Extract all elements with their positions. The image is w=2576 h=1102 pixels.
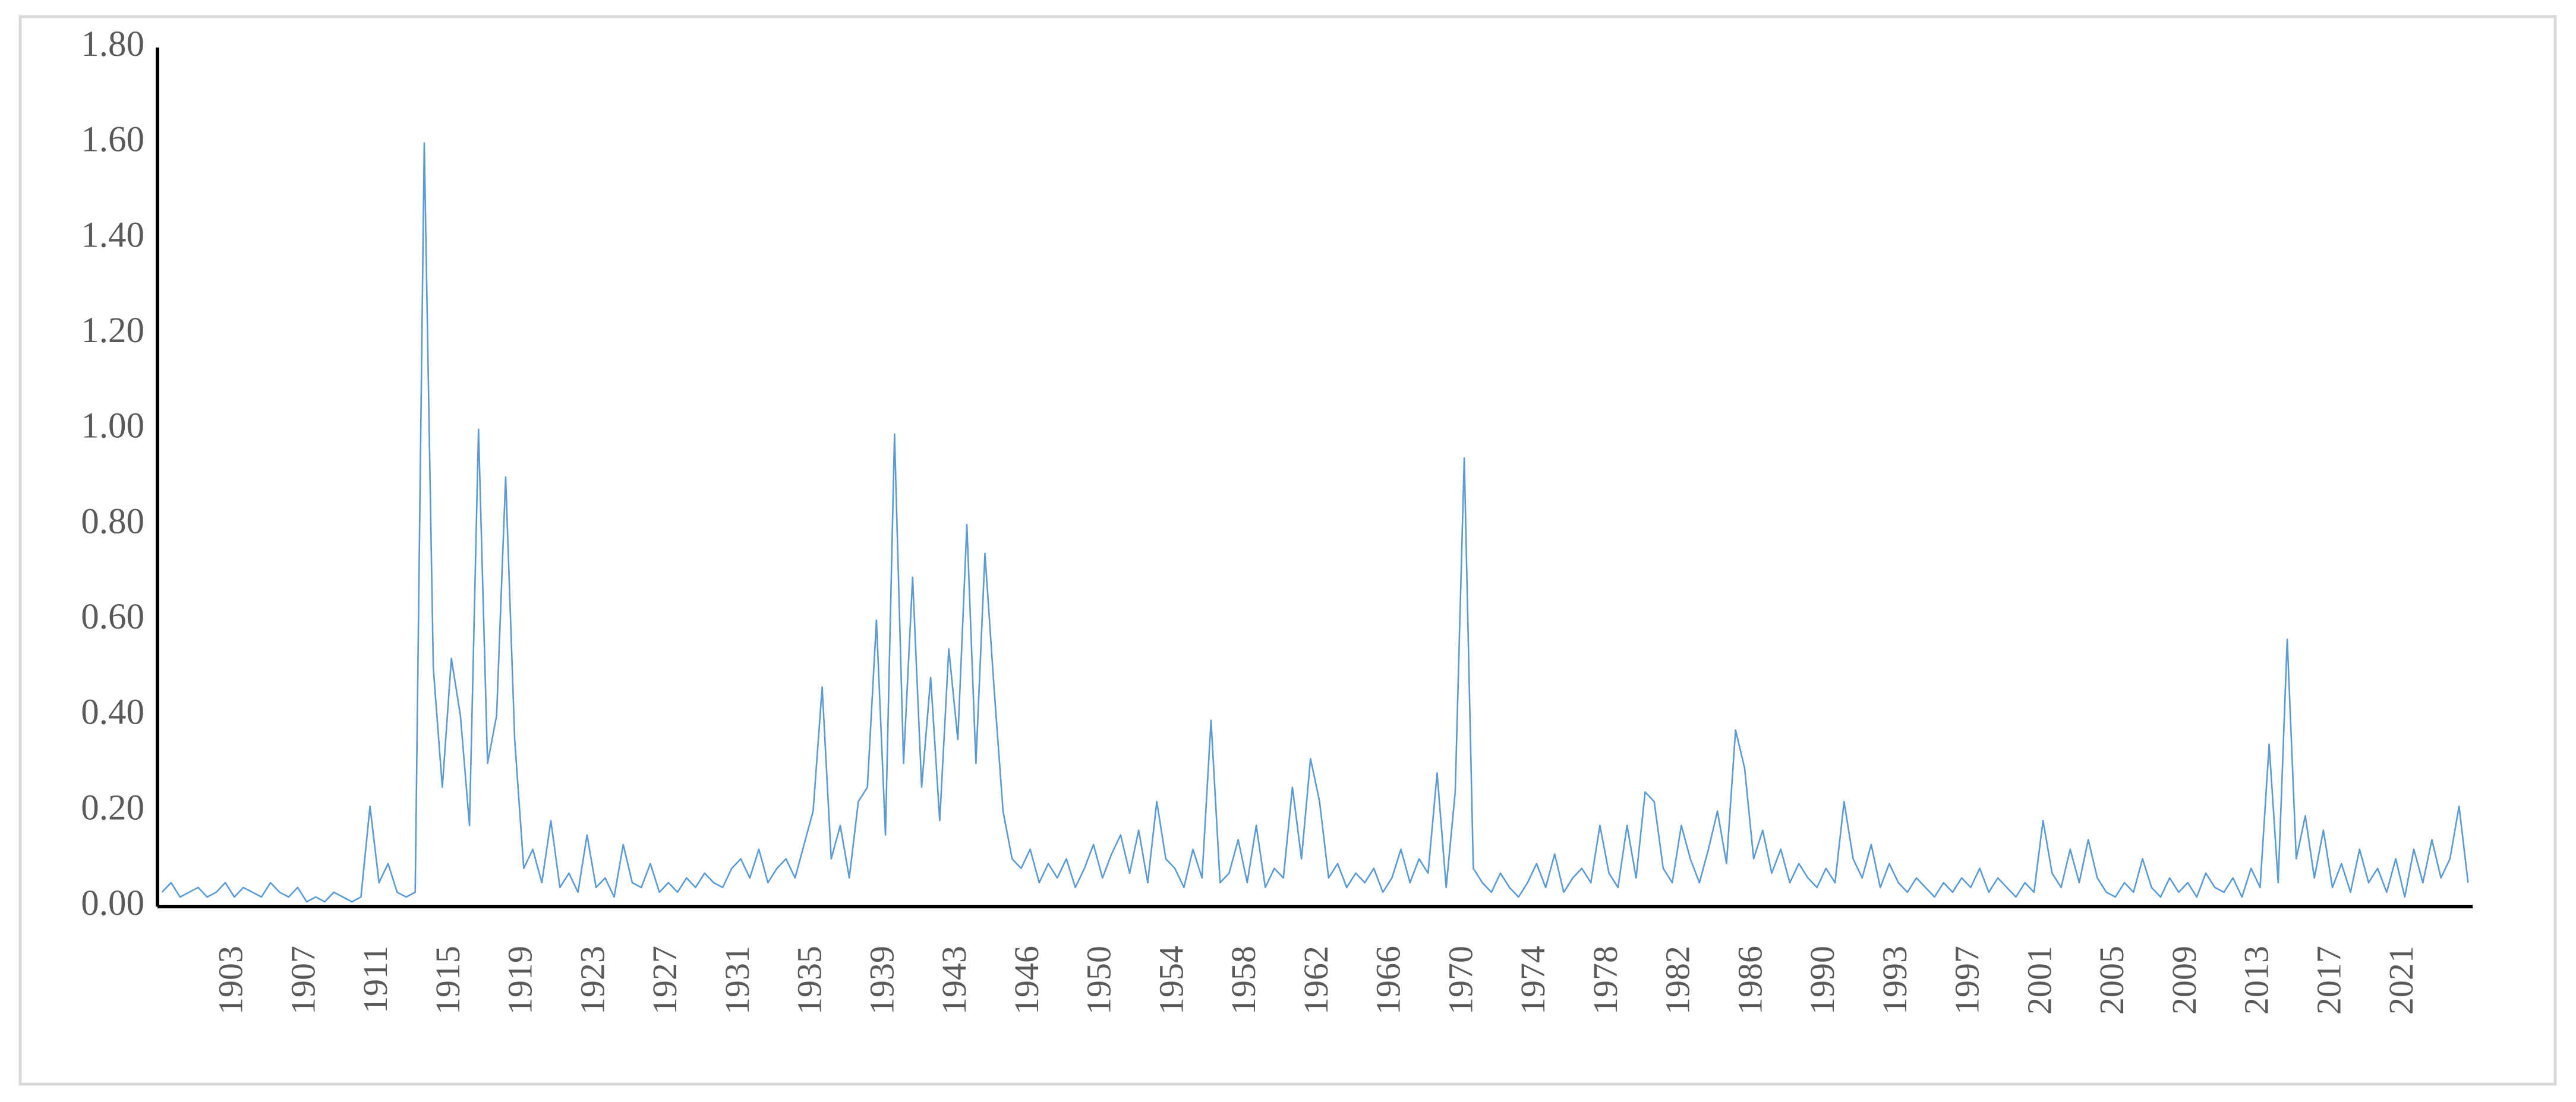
chart-frame — [18, 15, 2557, 1086]
x-tick-label: 1997 — [1948, 946, 1987, 1015]
y-tick-label: 0.00 — [81, 883, 144, 923]
x-tick-label: 2017 — [2309, 946, 2348, 1015]
x-tick-label: 1993 — [1875, 946, 1914, 1015]
y-tick-label: 0.80 — [81, 501, 144, 541]
x-tick-label: 1939 — [862, 946, 901, 1015]
y-tick-label: 0.40 — [81, 693, 144, 732]
x-tick-label: 2001 — [2020, 946, 2058, 1015]
x-tick-label: 2005 — [2092, 946, 2131, 1015]
x-tick-label: 1978 — [1586, 946, 1625, 1015]
y-tick-label: 1.00 — [81, 406, 144, 446]
x-tick-label: 1923 — [573, 946, 611, 1015]
x-tick-label: 2021 — [2382, 946, 2420, 1015]
x-tick-label: 1915 — [428, 946, 467, 1015]
x-tick-label: 1970 — [1441, 946, 1480, 1015]
y-tick-label: 1.80 — [81, 24, 144, 64]
y-tick-label: 0.60 — [81, 597, 144, 637]
x-tick-label: 1990 — [1803, 946, 1842, 1015]
x-tick-label: 1911 — [356, 946, 395, 1013]
y-tick-label: 1.20 — [81, 311, 144, 351]
x-tick-label: 1903 — [212, 946, 250, 1015]
x-tick-label: 1946 — [1007, 946, 1046, 1015]
x-tick-label: 1935 — [790, 946, 829, 1015]
x-tick-label: 1962 — [1297, 946, 1335, 1015]
x-tick-label: 1919 — [501, 946, 540, 1015]
x-tick-label: 1927 — [645, 946, 684, 1015]
x-tick-label: 1954 — [1152, 946, 1190, 1015]
x-tick-label: 2013 — [2237, 946, 2276, 1015]
y-tick-label: 1.60 — [81, 120, 144, 160]
x-tick-label: 1966 — [1369, 946, 1408, 1015]
y-tick-label: 1.40 — [81, 215, 144, 255]
data-line — [161, 142, 2469, 903]
x-tick-label: 1958 — [1224, 946, 1263, 1015]
x-tick-label: 1974 — [1514, 946, 1552, 1015]
x-tick-label: 1943 — [935, 946, 973, 1015]
x-tick-label: 1950 — [1080, 946, 1118, 1015]
x-tick-label: 1986 — [1730, 946, 1769, 1015]
x-tick-label: 2009 — [2165, 946, 2203, 1015]
x-tick-label: 1982 — [1659, 946, 1697, 1015]
x-tick-label: 1907 — [283, 946, 322, 1015]
x-tick-label: 1931 — [718, 946, 756, 1015]
y-tick-label: 0.20 — [81, 788, 144, 828]
